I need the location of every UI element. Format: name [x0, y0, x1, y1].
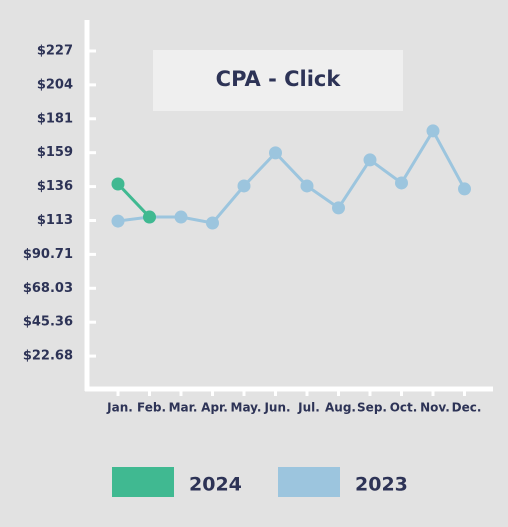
data-point — [332, 201, 345, 215]
data-point — [111, 214, 125, 228]
x-tick-label: Jul. — [297, 401, 320, 415]
y-tick-label: $181 — [37, 111, 73, 126]
data-point — [111, 177, 125, 191]
data-point — [395, 176, 408, 190]
x-tick-label: Apr. — [201, 401, 228, 415]
x-tick-label: Jan. — [106, 401, 133, 415]
x-tick-label: Aug. — [325, 401, 356, 415]
series-line — [117, 127, 466, 225]
data-point — [237, 179, 251, 193]
x-tick-label: Nov. — [420, 401, 450, 415]
x-tick-label: Jun. — [263, 401, 290, 415]
data-point — [363, 153, 377, 167]
x-tick-label: Dec. — [452, 401, 482, 415]
y-tick-label: $204 — [37, 77, 73, 92]
legend-label: 2024 — [189, 474, 242, 496]
y-tick-label: $45.36 — [23, 315, 73, 330]
title-box — [153, 50, 403, 111]
series-line — [116, 182, 151, 219]
y-tick-label: $136 — [37, 179, 73, 194]
data-point — [458, 182, 471, 196]
x-tick-label: Oct. — [390, 401, 418, 415]
legend-label: 2023 — [355, 474, 408, 496]
data-point — [206, 216, 219, 230]
x-tick-label: May. — [231, 401, 262, 415]
y-tick-label: $68.03 — [23, 281, 73, 296]
y-tick-label: $159 — [37, 145, 73, 160]
chart-title: CPA - Click — [216, 67, 342, 91]
y-tick-label: $113 — [37, 213, 73, 228]
y-tick-label: $90.71 — [23, 247, 73, 262]
data-point — [174, 210, 188, 224]
y-tick-label: $22.68 — [23, 349, 73, 364]
data-point — [269, 146, 282, 160]
legend-swatch — [278, 467, 340, 497]
x-tick-label: Feb. — [137, 401, 166, 415]
data-point — [426, 124, 440, 138]
y-tick-label: $227 — [37, 43, 73, 58]
data-point — [143, 210, 156, 224]
legend-swatch — [112, 467, 174, 497]
x-tick-label: Mar. — [169, 401, 198, 415]
data-point — [300, 179, 314, 193]
x-tick-label: Sep. — [357, 401, 387, 415]
